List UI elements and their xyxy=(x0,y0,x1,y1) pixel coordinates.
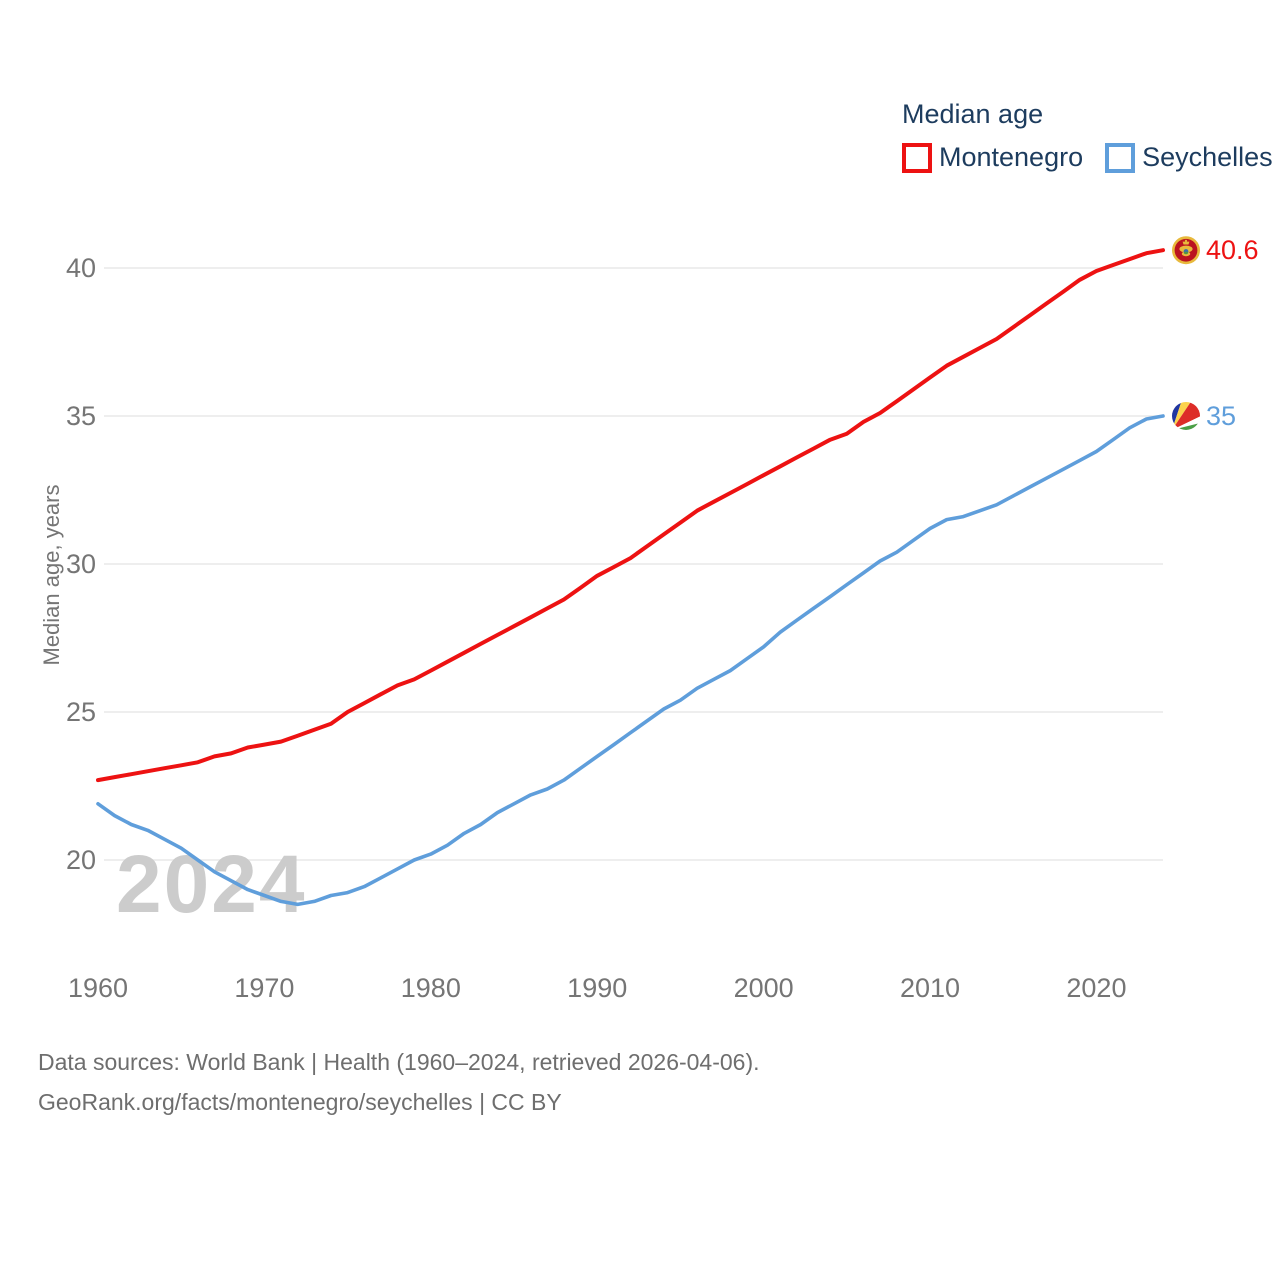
x-tick-label: 2020 xyxy=(1066,973,1127,1003)
legend-label: Seychelles xyxy=(1142,142,1273,172)
legend-items: Montenegro Seychelles xyxy=(902,142,1273,173)
y-tick-label: 30 xyxy=(65,549,96,579)
series-line-montenegro[interactable] xyxy=(96,248,1165,783)
y-tick-label: 20 xyxy=(65,845,96,875)
seychelles-flag-icon xyxy=(1172,402,1200,430)
legend-item-seychelles[interactable]: Seychelles xyxy=(1105,142,1273,173)
x-tick-label: 2010 xyxy=(899,973,961,1003)
x-tick-label: 1980 xyxy=(400,973,461,1003)
legend: Median age Montenegro Seychelles xyxy=(902,99,1273,173)
series-line-seychelles[interactable] xyxy=(96,414,1165,907)
x-tick-label: 1960 xyxy=(67,973,129,1003)
legend-item-montenegro[interactable]: Montenegro xyxy=(902,142,1083,173)
y-tick-label: 25 xyxy=(65,697,96,727)
x-tick-label: 2000 xyxy=(733,973,794,1003)
montenegro-end-value: 40.6 xyxy=(1206,235,1259,266)
montenegro-flag-icon xyxy=(1172,236,1200,265)
y-tick-label: 35 xyxy=(65,401,96,431)
legend-swatch-montenegro xyxy=(902,142,932,173)
x-tick-label: 1990 xyxy=(567,973,628,1003)
legend-label: Montenegro xyxy=(939,142,1084,172)
x-tick-label: 1970 xyxy=(234,973,295,1003)
legend-swatch-seychelles xyxy=(1105,142,1136,173)
watermark-year: 2024 xyxy=(116,839,307,930)
legend-title: Median age xyxy=(902,99,1044,129)
footer: Data sources: World Bank | Health (1960–… xyxy=(38,1042,760,1122)
data-sources-text: Data sources: World Bank | Health (1960–… xyxy=(38,1049,760,1075)
attribution-text: GeoRank.org/facts/montenegro/seychelles … xyxy=(38,1089,562,1115)
y-tick-label: 40 xyxy=(65,253,96,283)
seychelles-end-value: 35 xyxy=(1206,401,1237,431)
